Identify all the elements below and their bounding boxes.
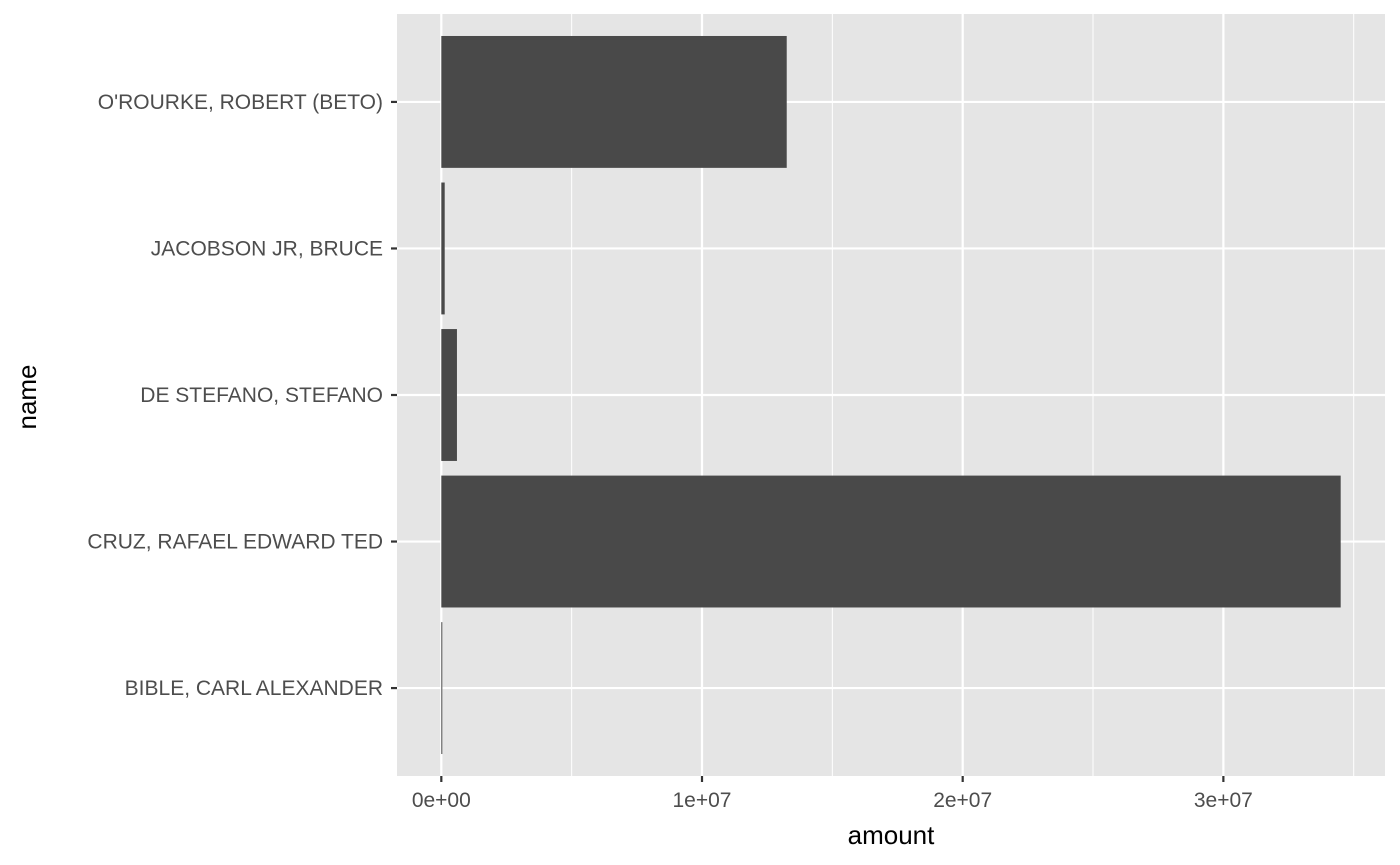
bars <box>441 35 1341 755</box>
y-tick-label: JACOBSON JR, BRUCE <box>151 237 383 260</box>
bar <box>441 35 787 168</box>
bar <box>441 182 445 315</box>
bar <box>441 329 457 461</box>
x-tick-label: 3e+07 <box>1194 789 1253 812</box>
x-tick-label: 2e+07 <box>933 789 992 812</box>
y-axis-title: name <box>12 364 42 429</box>
bar <box>441 622 443 755</box>
y-tick-label: DE STEFANO, STEFANO <box>140 384 383 407</box>
y-tick-label: O'ROURKE, ROBERT (BETO) <box>98 91 383 114</box>
x-tick-label: 1e+07 <box>673 789 732 812</box>
x-axis-title: amount <box>848 820 935 850</box>
y-tick-label: CRUZ, RAFAEL EDWARD TED <box>87 531 383 554</box>
bar <box>441 475 1341 608</box>
y-axis: BIBLE, CARL ALEXANDER CRUZ, RAFAEL EDWARD… <box>87 91 397 700</box>
y-tick-label: BIBLE, CARL ALEXANDER <box>125 677 383 700</box>
x-axis: 0e+00 1e+07 2e+07 3e+07 <box>412 776 1253 812</box>
x-tick-label: 0e+00 <box>412 789 471 812</box>
